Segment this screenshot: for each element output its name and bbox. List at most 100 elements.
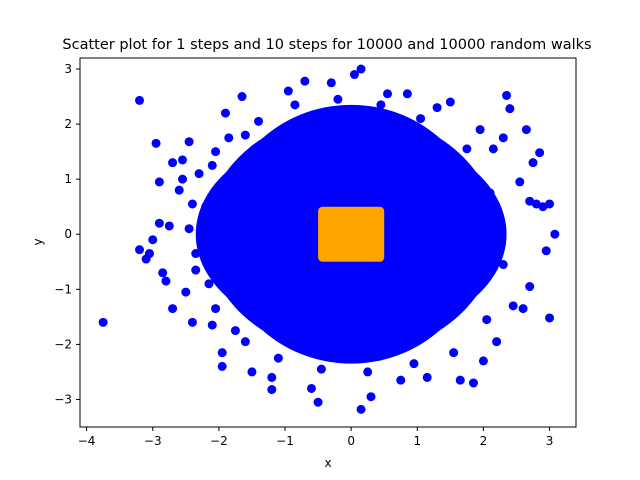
scatter-point (240, 130, 250, 140)
scatter-point (326, 78, 336, 88)
scatter-point (409, 359, 419, 369)
scatter-point (237, 92, 247, 102)
scatter-point (141, 254, 151, 264)
y-tick-label: 3 (64, 62, 72, 76)
x-tick-label: −1 (276, 434, 294, 448)
x-tick-label: −3 (144, 434, 162, 448)
scatter-point (184, 224, 194, 234)
scatter-point (468, 378, 478, 388)
scatter-point (240, 337, 250, 347)
scatter-point (550, 229, 560, 239)
orange-cluster (318, 206, 385, 262)
scatter-point (356, 64, 366, 74)
scatter-point (475, 125, 485, 135)
plot-frame (79, 57, 577, 428)
scatter-point (290, 100, 300, 110)
scatter-point (349, 70, 359, 80)
scatter-point (217, 361, 227, 371)
scatter-point (545, 199, 555, 209)
scatter-point (300, 76, 310, 86)
scatter-point (478, 356, 488, 366)
y-tick-label: 2 (64, 117, 72, 131)
scatter-point (316, 364, 326, 374)
scatter-point (181, 287, 191, 297)
scatter-point (98, 317, 108, 327)
scatter-point (508, 301, 518, 311)
scatter-point (462, 144, 472, 154)
scatter-point (161, 276, 171, 286)
x-axis-ticks: −4 −3 −2 −1 0 1 2 3 (78, 427, 554, 448)
scatter-point (376, 100, 386, 110)
scatter-point (204, 279, 214, 289)
scatter-point (515, 177, 525, 187)
scatter-point (178, 174, 188, 184)
scatter-point (366, 392, 376, 402)
scatter-point (502, 90, 512, 100)
scatter-point (151, 138, 161, 148)
scatter-point (207, 320, 217, 330)
y-axis-ticks: −3 −2 −1 0 1 2 3 (54, 62, 80, 406)
scatter-point (164, 221, 174, 231)
scatter-point (306, 383, 316, 393)
scatter-point (505, 104, 515, 114)
scatter-point (498, 260, 508, 270)
scatter-point (535, 148, 545, 158)
scatter-point (416, 114, 426, 124)
scatter-point (273, 353, 283, 363)
scatter-point (383, 89, 393, 99)
scatter-point (455, 375, 465, 385)
scatter-point (254, 116, 264, 126)
scatter-point (201, 202, 211, 212)
scatter-point (191, 249, 201, 259)
scatter-point (174, 185, 184, 195)
scatter-point (528, 158, 538, 168)
scatter-points (98, 64, 560, 414)
scatter-point (498, 133, 508, 143)
scatter-point (211, 304, 221, 314)
scatter-point (178, 155, 188, 165)
scatter-point (422, 372, 432, 382)
scatter-point (267, 372, 277, 382)
scatter-point (154, 177, 164, 187)
orange-point-cluster (318, 206, 385, 262)
scatter-point (194, 169, 204, 179)
scatter-point (191, 265, 201, 275)
scatter-point (148, 235, 158, 245)
scatter-point (158, 268, 168, 278)
scatter-point (363, 367, 373, 377)
scatter-point (283, 86, 293, 96)
scatter-point (247, 367, 257, 377)
scatter-point (135, 245, 145, 255)
x-tick-label: 2 (480, 434, 488, 448)
scatter-point (187, 317, 197, 327)
x-tick-label: 1 (413, 434, 421, 448)
x-tick-label: 0 (347, 434, 355, 448)
chart-title: Scatter plot for 1 steps and 10 steps fo… (62, 37, 591, 53)
scatter-point (541, 246, 551, 256)
scatter-point (267, 385, 277, 395)
x-tick-label: 3 (546, 434, 554, 448)
scatter-point (333, 94, 343, 104)
scatter-point (187, 199, 197, 209)
scatter-point (154, 218, 164, 228)
y-axis-label: y (31, 238, 45, 245)
y-tick-label: −1 (54, 282, 72, 296)
scatter-point (545, 313, 555, 323)
scatter-point (207, 160, 217, 170)
scatter-point (402, 89, 412, 99)
scatter-point (217, 348, 227, 358)
x-tick-label: −2 (210, 434, 228, 448)
scatter-point (449, 348, 459, 358)
scatter-point (432, 103, 442, 113)
scatter-point (184, 137, 194, 147)
x-tick-label: −4 (78, 434, 96, 448)
scatter-point (168, 158, 178, 168)
scatter-point (168, 304, 178, 314)
scatter-point (313, 397, 323, 407)
scatter-point (396, 375, 406, 385)
scatter-point (211, 147, 221, 157)
y-tick-label: −3 (54, 392, 72, 406)
scatter-point (220, 108, 230, 118)
y-tick-label: −2 (54, 337, 72, 351)
